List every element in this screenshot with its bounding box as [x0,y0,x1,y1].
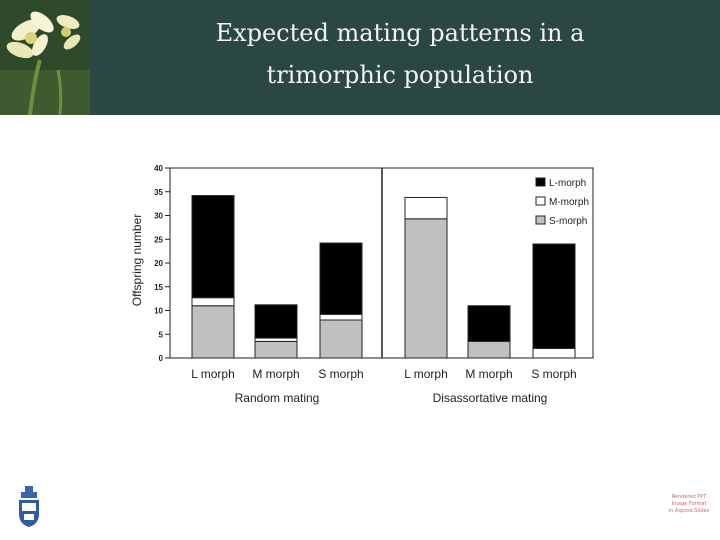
x-category-label: L morph [191,367,235,381]
bar-segment-m-morph [319,313,363,321]
title-line-2: trimorphic population [266,61,534,89]
daffodil-flower-icon [0,0,90,115]
bar-segment-s-morph [467,340,511,359]
x-category-label: S morph [531,367,576,381]
bar-segment-l-morph [319,242,363,315]
legend-label: S-morph [549,216,587,227]
bar-segment-l-morph [532,243,576,349]
bar-segment-s-morph [319,319,363,359]
y-tick-label: 15 [154,283,163,292]
y-tick-label: 25 [154,235,163,244]
bar-segment-m-morph [404,196,448,220]
stamp-line: Image Format [671,501,707,507]
legend-label: L-morph [549,178,586,189]
bar-segment-s-morph [191,305,235,359]
panel-label: Random mating [235,391,320,405]
bar-segment-s-morph [254,340,298,359]
slide-title: Expected mating patterns in a trimorphic… [140,12,660,96]
y-tick-label: 20 [154,259,163,268]
corner-stamp: Rendered PPT Image Format in Aspose.Slid… [668,494,710,515]
university-crest-icon [19,486,39,527]
bar-segment-l-morph [191,195,235,299]
y-tick-label: 0 [159,354,164,363]
bar-segment-l-morph [254,304,298,339]
title-line-1: Expected mating patterns in a [215,19,585,47]
y-axis-label: Offspring number [130,214,144,307]
slide-header: Expected mating patterns in a trimorphic… [0,0,720,115]
offspring-chart: Offspring number 0 5 10 15 20 25 30 35 40 L morph… [130,164,594,405]
stamp-line: Rendered PPT [671,494,707,500]
legend-swatch [535,215,546,225]
y-tick-label: 5 [159,330,164,339]
y-tick-label: 35 [154,188,163,197]
y-tick-label: 30 [154,212,163,221]
x-category-label: M morph [252,367,299,381]
legend-swatch [535,177,546,187]
bar-segment-l-morph [467,305,511,342]
x-category-label: L morph [404,367,448,381]
legend-swatch [535,196,546,206]
x-category-label: M morph [465,367,512,381]
bar-segment-m-morph [191,297,235,307]
bar-segment-s-morph [404,218,448,359]
x-category-label: S morph [318,367,363,381]
legend-label: M-morph [549,197,589,208]
bar-segment-m-morph [532,348,576,359]
y-tick-label: 10 [154,307,163,316]
y-tick-label: 40 [154,164,163,173]
stamp-line: in Aspose.Slides [668,508,710,514]
panel-label: Disassortative mating [433,391,548,405]
